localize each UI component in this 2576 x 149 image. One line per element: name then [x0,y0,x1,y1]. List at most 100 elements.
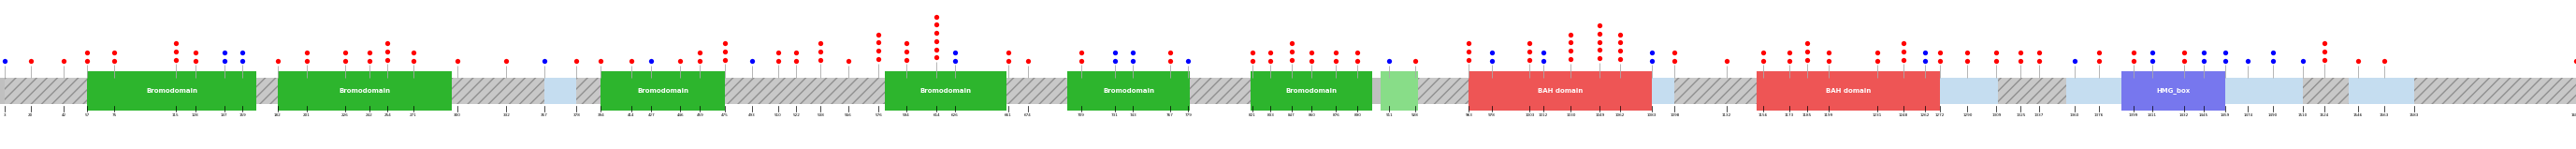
Text: 522: 522 [793,113,799,117]
Bar [2226,77,2303,104]
Bar [451,77,544,104]
Text: Bromodomain: Bromodomain [920,88,971,94]
Bar [1419,77,1468,104]
Text: 928: 928 [1412,113,1419,117]
Text: 1132: 1132 [1721,113,1731,117]
Bar [88,71,255,111]
Text: 446: 446 [677,113,683,117]
Text: 1156: 1156 [1759,113,1767,117]
Bar [1674,77,1757,104]
Text: 475: 475 [721,113,729,117]
Text: 614: 614 [933,113,940,117]
Bar [1066,71,1190,111]
Text: 876: 876 [1332,113,1340,117]
Text: 42: 42 [62,113,67,117]
Text: 963: 963 [1466,113,1473,117]
Text: 743: 743 [1128,113,1136,117]
Text: 1185: 1185 [1803,113,1811,117]
Text: 890: 890 [1355,113,1360,117]
Text: 833: 833 [1267,113,1275,117]
Text: 128: 128 [191,113,198,117]
Bar [1249,71,1373,111]
Text: Bromodomain: Bromodomain [340,88,389,94]
Bar [544,77,577,104]
Text: 674: 674 [1025,113,1030,117]
Text: 57: 57 [85,113,90,117]
Text: 1199: 1199 [1824,113,1834,117]
Text: 1030: 1030 [1566,113,1577,117]
Text: 556: 556 [845,113,853,117]
Text: 821: 821 [1249,113,1255,117]
Bar [1190,77,1249,104]
Text: 1474: 1474 [2244,113,2254,117]
Bar [2303,77,2349,104]
Text: 300: 300 [453,113,461,117]
Text: 661: 661 [1005,113,1012,117]
Text: 414: 414 [629,113,634,117]
Text: 242: 242 [366,113,374,117]
Text: 357: 357 [541,113,549,117]
Text: 1490: 1490 [2267,113,2277,117]
Text: Bromodomain: Bromodomain [1103,88,1154,94]
Text: 147: 147 [222,113,227,117]
Bar [2066,77,2123,104]
Text: 1173: 1173 [1785,113,1793,117]
Text: 1083: 1083 [1646,113,1656,117]
Text: 1309: 1309 [1991,113,2002,117]
Text: 254: 254 [384,113,392,117]
Text: 1459: 1459 [2221,113,2231,117]
Bar [1757,71,1940,111]
Text: 1272: 1272 [1935,113,1945,117]
Text: 427: 427 [647,113,654,117]
Bar [1999,77,2066,104]
Text: Bromodomain: Bromodomain [636,88,688,94]
Text: 1098: 1098 [1669,113,1680,117]
Bar [577,77,600,104]
Text: 394: 394 [598,113,605,117]
Text: 626: 626 [951,113,958,117]
Text: 1290: 1290 [1963,113,1973,117]
Text: 459: 459 [696,113,703,117]
Text: 378: 378 [572,113,580,117]
Bar [724,77,884,104]
Text: HMG_box: HMG_box [2156,88,2190,94]
Text: 493: 493 [747,113,755,117]
Bar [255,77,278,104]
Text: 1360: 1360 [2069,113,2079,117]
Bar [1651,77,1674,104]
Text: 1231: 1231 [1873,113,1883,117]
Text: 767: 767 [1167,113,1175,117]
Text: BAH domain: BAH domain [1538,88,1582,94]
Text: 911: 911 [1386,113,1394,117]
Text: 1510: 1510 [2298,113,2308,117]
Text: 1376: 1376 [2094,113,2105,117]
Text: 1689: 1689 [2571,113,2576,117]
Text: 1432: 1432 [2179,113,2190,117]
Bar [1007,77,1066,104]
Text: 1445: 1445 [2200,113,2208,117]
Text: 709: 709 [1077,113,1084,117]
Bar [600,71,724,111]
Text: 847: 847 [1288,113,1296,117]
Bar [224,77,250,104]
Text: 1337: 1337 [2035,113,2043,117]
Text: 860: 860 [1309,113,1316,117]
Text: 75: 75 [111,113,116,117]
Text: 1049: 1049 [1595,113,1605,117]
Text: 20: 20 [28,113,33,117]
Text: 271: 271 [410,113,417,117]
Text: 1583: 1583 [2409,113,2419,117]
Text: 1262: 1262 [1919,113,1929,117]
Bar [1468,71,1651,111]
Text: Bromodomain: Bromodomain [1285,88,1337,94]
Text: 332: 332 [502,113,510,117]
Text: 1248: 1248 [1899,113,1909,117]
Text: 594: 594 [902,113,909,117]
Text: 731: 731 [1110,113,1118,117]
Bar [927,77,948,104]
Text: BAH domain: BAH domain [1826,88,1870,94]
Text: Bromodomain: Bromodomain [147,88,198,94]
Text: 779: 779 [1185,113,1193,117]
Text: 115: 115 [173,113,178,117]
Bar [278,71,451,111]
